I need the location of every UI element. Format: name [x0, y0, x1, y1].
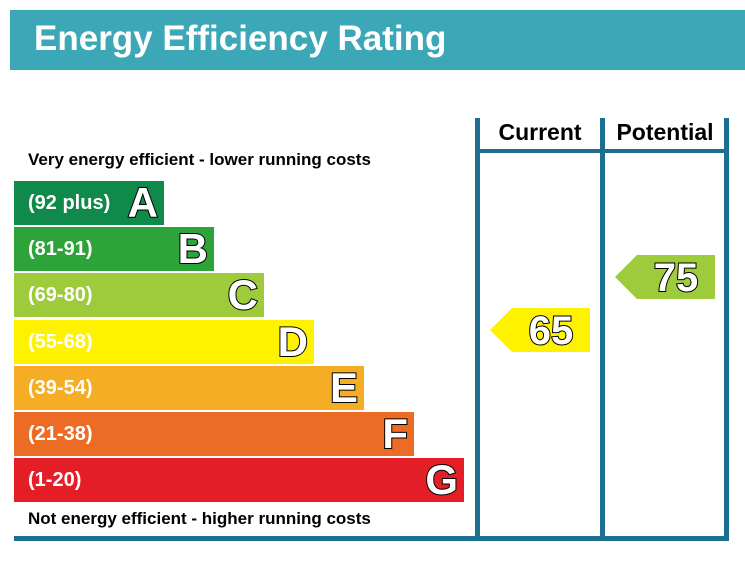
band-letter: A [127, 178, 159, 227]
current-column-header: Current [498, 119, 582, 145]
current-rating-value: 65 [528, 308, 575, 354]
bottom-label: Not energy efficient - higher running co… [28, 509, 371, 528]
header-divider [475, 149, 729, 153]
band-range-label: (55-68) [28, 331, 93, 353]
band-d: (55-68) D [14, 317, 314, 366]
band-letter: E [329, 363, 359, 412]
potential-arrow-shape [615, 255, 715, 299]
frame-right [724, 118, 729, 540]
band-range-label: (81-91) [28, 238, 93, 260]
potential-column-header: Potential [616, 119, 714, 145]
band-b: (81-91) B [14, 224, 214, 273]
band-range-label: (1-20) [28, 469, 82, 491]
band-c: (69-80) C [14, 270, 264, 319]
potential-rating-arrow: 75 [615, 255, 715, 301]
band-letter: C [227, 270, 259, 319]
band-letter: G [424, 455, 459, 504]
current-rating-arrow: 65 [490, 308, 590, 354]
band-letter: D [277, 317, 309, 366]
page-title: Energy Efficiency Rating [34, 19, 447, 58]
band-range-label: (92 plus) [28, 192, 111, 214]
band-letter: F [381, 409, 409, 458]
top-label: Very energy efficient - lower running co… [28, 150, 371, 169]
band-f: (21-38) F [14, 409, 414, 458]
frame-bottom [14, 536, 729, 541]
band-a: (92 plus) A [14, 178, 164, 227]
band-e: (39-54) E [14, 363, 364, 412]
band-range-label: (69-80) [28, 284, 93, 306]
band-range-label: (39-54) [28, 377, 93, 399]
title-bar: Energy Efficiency Rating [10, 10, 745, 70]
band-letter: B [177, 224, 209, 273]
band-g: (1-20) G [14, 455, 464, 504]
frame-middle [600, 118, 605, 540]
current-arrow-shape [490, 308, 590, 352]
frame-left [475, 118, 480, 540]
potential-rating-value: 75 [653, 255, 700, 301]
band-range-label: (21-38) [28, 423, 93, 445]
